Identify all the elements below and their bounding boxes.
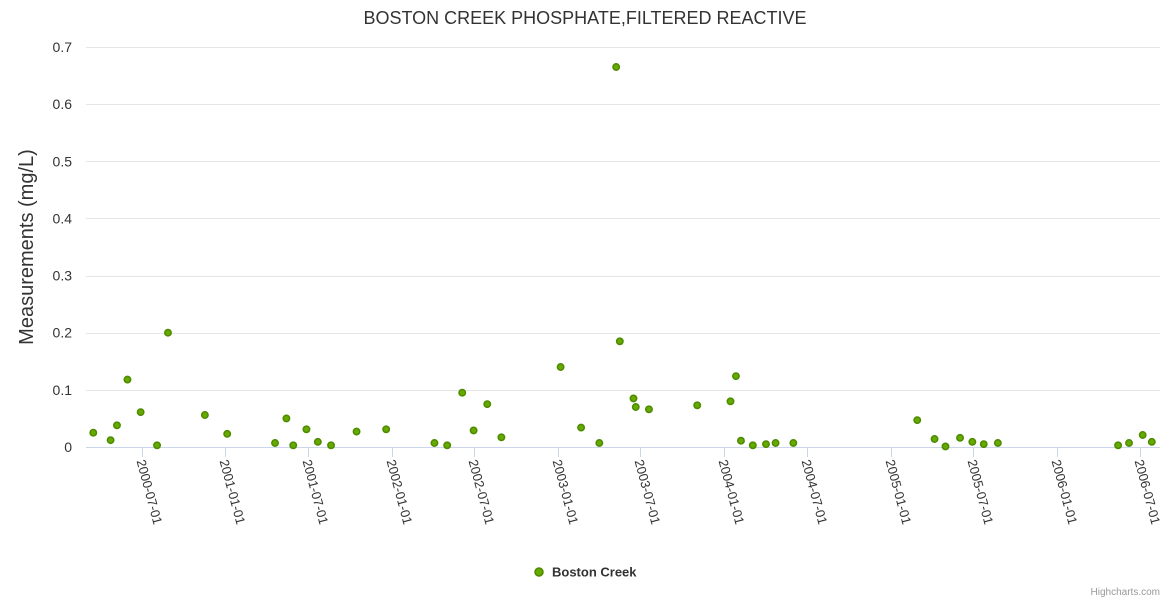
data-point[interactable]: [382, 425, 391, 434]
y-tick-label: 0.3: [53, 268, 73, 284]
data-point[interactable]: [483, 400, 492, 409]
data-point[interactable]: [762, 440, 770, 449]
y-axis: 0 0.1 0.2 0.3 0.4 0.5 0.6 0.7: [53, 39, 73, 455]
data-point[interactable]: [1147, 437, 1156, 446]
x-tick-label: 2004-01-01: [716, 458, 748, 526]
data-point[interactable]: [615, 337, 624, 346]
y-tick-label: 0.7: [53, 39, 73, 55]
y-tick-label: 0.5: [53, 153, 73, 169]
data-point[interactable]: [430, 439, 439, 447]
data-point[interactable]: [556, 363, 565, 371]
x-tick-label: 2001-01-01: [217, 458, 249, 526]
x-tick-label: 2002-07-01: [466, 458, 498, 526]
data-point[interactable]: [645, 405, 653, 414]
y-tick-label: 0.4: [53, 210, 73, 226]
data-point[interactable]: [789, 439, 798, 447]
data-point[interactable]: [1114, 441, 1123, 450]
data-point[interactable]: [726, 397, 735, 406]
x-tick-label: 2006-07-01: [1132, 458, 1164, 526]
data-point[interactable]: [612, 63, 621, 71]
x-tick-label: 2005-07-01: [965, 458, 997, 526]
x-tick-label: 2005-01-01: [883, 458, 915, 526]
data-point[interactable]: [993, 439, 1002, 447]
x-axis: 2000-07-01 2001-01-01 2001-07-01 2002-01-01…: [86, 447, 1163, 526]
data-point[interactable]: [289, 441, 298, 450]
data-point[interactable]: [352, 427, 361, 436]
data-point[interactable]: [271, 439, 279, 447]
data-point[interactable]: [497, 433, 506, 442]
x-tick-label: 2004-07-01: [799, 458, 831, 526]
data-point[interactable]: [930, 435, 939, 443]
data-point[interactable]: [577, 423, 586, 432]
data-point[interactable]: [913, 416, 922, 425]
data-point[interactable]: [458, 388, 467, 397]
legend-item-label[interactable]: Boston Creek: [552, 565, 637, 580]
data-point[interactable]: [595, 439, 604, 447]
credits-link[interactable]: Highcharts.com: [1091, 587, 1160, 598]
legend-symbol: [534, 567, 544, 577]
grid-layer: [86, 47, 1160, 391]
data-point[interactable]: [629, 394, 638, 403]
data-point[interactable]: [136, 408, 145, 417]
data-point[interactable]: [123, 375, 132, 384]
x-tick-label: 2006-01-01: [1049, 458, 1081, 526]
y-tick-label: 0.6: [53, 96, 73, 112]
data-point[interactable]: [771, 439, 780, 447]
data-point[interactable]: [693, 401, 702, 410]
data-point[interactable]: [732, 372, 740, 381]
data-point[interactable]: [968, 437, 977, 446]
data-point[interactable]: [469, 426, 478, 435]
data-point[interactable]: [979, 440, 988, 449]
y-tick-label: 0.1: [53, 382, 73, 398]
data-point[interactable]: [941, 442, 950, 451]
data-point[interactable]: [748, 441, 757, 450]
data-point[interactable]: [631, 403, 640, 411]
data-point[interactable]: [153, 441, 162, 450]
data-point[interactable]: [113, 421, 121, 430]
data-point[interactable]: [1138, 431, 1147, 439]
y-axis-title: Measurements (mg/L): [16, 149, 38, 345]
data-point[interactable]: [737, 436, 745, 445]
y-tick-label: 0: [64, 439, 72, 455]
data-point[interactable]: [89, 428, 98, 437]
series-points: [89, 63, 1156, 451]
data-point[interactable]: [106, 436, 115, 445]
data-point[interactable]: [327, 441, 335, 450]
x-tick-label: 2000-07-01: [134, 458, 166, 526]
x-tick-label: 2003-07-01: [632, 458, 664, 526]
data-point[interactable]: [956, 433, 964, 442]
data-point[interactable]: [223, 429, 232, 438]
data-point[interactable]: [313, 437, 322, 446]
chart-title: BOSTON CREEK PHOSPHATE,FILTERED REACTIVE: [363, 8, 806, 28]
x-tick-label: 2001-07-01: [300, 458, 332, 526]
data-point[interactable]: [164, 328, 172, 337]
x-tick-label: 2002-01-01: [384, 458, 416, 526]
data-point[interactable]: [200, 411, 209, 419]
data-point[interactable]: [443, 441, 452, 450]
x-tick-label: 2003-01-01: [550, 458, 582, 526]
data-point[interactable]: [302, 425, 311, 434]
legend[interactable]: Boston Creek: [534, 565, 637, 580]
data-point[interactable]: [282, 414, 291, 423]
y-tick-label: 0.2: [53, 325, 73, 341]
data-point[interactable]: [1125, 439, 1133, 447]
